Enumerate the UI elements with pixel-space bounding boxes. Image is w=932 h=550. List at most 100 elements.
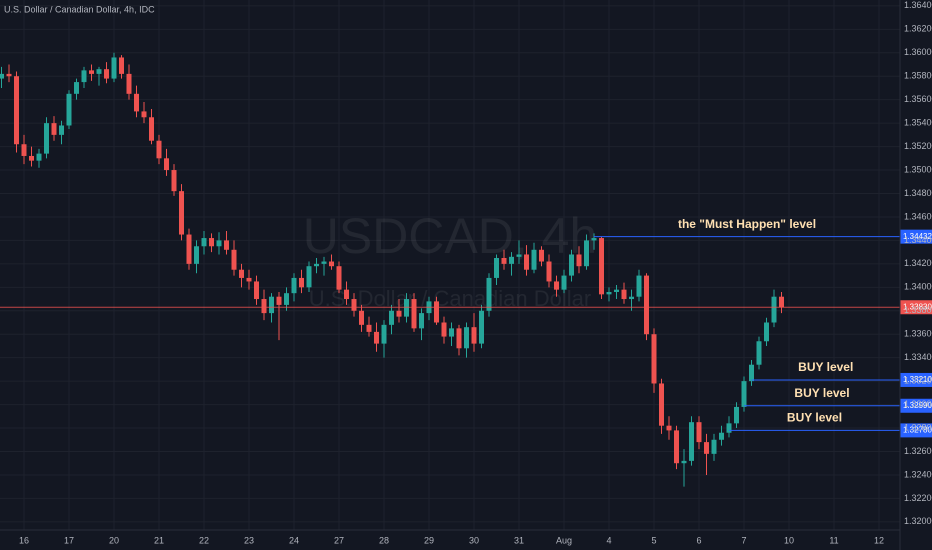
candle-body [344, 289, 349, 300]
candle-body [756, 341, 762, 365]
candle-body [156, 140, 162, 159]
candle-body [719, 432, 724, 440]
candle-body [486, 277, 492, 311]
candle-body [449, 328, 454, 337]
x-tick-label: 27 [334, 535, 344, 545]
candle-body [209, 238, 214, 247]
candle-body [689, 422, 694, 461]
candle-body [194, 246, 199, 264]
candle-body [246, 277, 252, 282]
candle-body [336, 266, 342, 290]
x-tick-label: 20 [109, 535, 119, 545]
y-tick-label: 1.33800 [904, 305, 932, 315]
candle-body [351, 299, 357, 311]
level-price-label: 1.33210 [903, 375, 932, 384]
x-tick-label: 7 [741, 535, 746, 545]
candle-body [104, 69, 109, 79]
candle-body [321, 261, 327, 264]
candle-body [134, 93, 139, 112]
x-tick-label: 21 [154, 535, 164, 545]
y-tick-label: 1.34800 [904, 188, 932, 198]
candle-body [119, 57, 124, 74]
x-tick-label: 16 [19, 535, 29, 545]
candle-body [396, 310, 402, 317]
candle-body [276, 296, 282, 305]
candle-body [6, 73, 12, 77]
candle-body [411, 299, 417, 329]
x-tick-label: 22 [199, 535, 209, 545]
x-tick-label: 24 [289, 535, 299, 545]
candle-body [74, 82, 79, 94]
candle-body [231, 249, 237, 270]
candle-body [419, 313, 424, 329]
y-tick-label: 1.33200 [904, 376, 932, 386]
candle-body [636, 275, 642, 297]
x-tick-label: 29 [424, 535, 434, 545]
candle-body [441, 322, 447, 337]
candle-body [14, 76, 19, 145]
y-tick-label: 1.34600 [904, 211, 932, 221]
x-tick-label: 11 [829, 535, 838, 545]
candle-body [434, 301, 439, 323]
candle-body [81, 70, 87, 83]
candle-body [186, 234, 192, 264]
candle-body [554, 281, 559, 290]
level-annotation: the "Must Happen" level [678, 217, 816, 231]
x-tick-label: 6 [696, 535, 701, 545]
candle-body [284, 293, 289, 305]
candle-body [674, 430, 679, 464]
level-price-label: 1.32990 [903, 401, 932, 410]
x-tick-label: 30 [469, 535, 479, 545]
candle-body [306, 266, 312, 288]
level-price-box [900, 398, 932, 413]
candle-body [726, 423, 732, 433]
candle-body [314, 263, 319, 267]
candle-body [576, 254, 582, 267]
x-tick-label: 10 [784, 535, 794, 545]
chart-title: U.S. Dollar / Canadian Dollar, 4h, IDC [4, 4, 155, 14]
candle-body [29, 155, 34, 161]
y-tick-label: 1.33600 [904, 329, 932, 339]
y-tick-label: 1.32800 [904, 422, 932, 432]
candle-body [741, 381, 747, 407]
candle-body [179, 191, 184, 235]
candle-body [21, 144, 27, 156]
candle-body [456, 328, 462, 349]
candle-body [126, 73, 132, 94]
last-price-label: 1.33830 [903, 302, 932, 311]
candle-body [509, 256, 514, 264]
candle-body [749, 364, 754, 382]
y-tick-label: 1.34000 [904, 282, 932, 292]
y-tick-label: 1.36400 [904, 0, 932, 10]
candle-body [546, 261, 552, 282]
candle-body [59, 125, 64, 135]
candle-body [36, 153, 42, 161]
candle-body [696, 422, 702, 443]
y-tick-label: 1.32400 [904, 469, 932, 479]
y-tick-label: 1.32000 [904, 516, 932, 526]
y-tick-label: 1.32600 [904, 446, 932, 456]
candle-body [239, 269, 244, 278]
candle-body [89, 70, 94, 74]
candle-body [644, 275, 649, 335]
y-tick-label: 1.33400 [904, 352, 932, 362]
candle-body [629, 296, 634, 300]
candle-body [381, 324, 387, 344]
x-tick-label: 31 [514, 535, 524, 545]
candle-body [224, 240, 229, 250]
candle-body [621, 289, 627, 300]
candle-body [66, 93, 72, 126]
y-tick-label: 1.35800 [904, 71, 932, 81]
candle-body [291, 277, 297, 294]
y-tick-label: 1.33000 [904, 399, 932, 409]
candle-body [651, 334, 657, 384]
candle-body [471, 327, 477, 344]
candle-body [254, 281, 259, 300]
x-tick-label: 28 [379, 535, 389, 545]
candle-body [516, 254, 522, 257]
candle-body [779, 296, 784, 308]
candle-body [149, 117, 154, 141]
candle-body [501, 257, 507, 264]
